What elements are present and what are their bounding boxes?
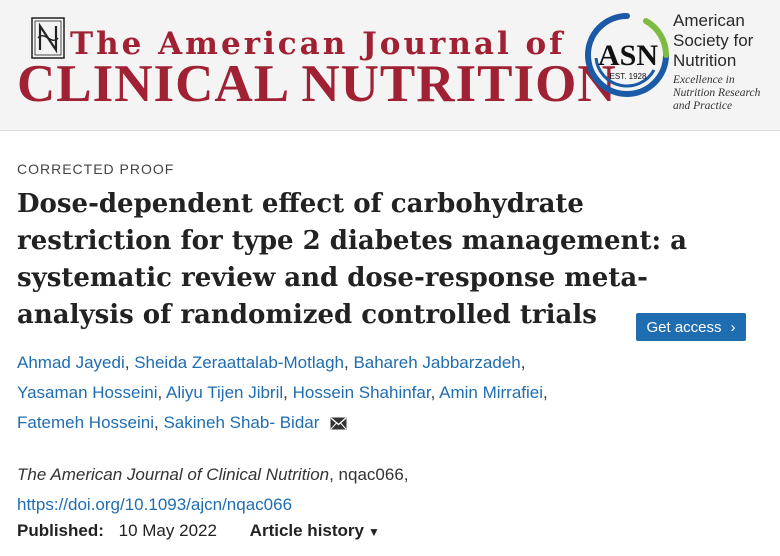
asn-org-name[interactable]: American Society for Nutrition xyxy=(673,11,778,71)
asn-org-line: Society for xyxy=(673,31,754,50)
publication-info: Published: 10 May 2022 Article history ▼ xyxy=(17,521,380,541)
mail-icon[interactable] xyxy=(330,417,347,430)
article-history-toggle[interactable]: Article history ▼ xyxy=(250,521,380,540)
author-link[interactable]: Aliyu Tijen Jibril xyxy=(166,383,284,402)
author-list: Ahmad Jayedi, Sheida Zeraattalab-Motlagh… xyxy=(17,353,548,432)
asn-tagline: Excellence in Nutrition Research and Pra… xyxy=(673,74,778,113)
get-access-button[interactable]: Get access › xyxy=(636,313,746,341)
article-history-label: Article history xyxy=(249,521,364,540)
citation-journal: The American Journal of Clinical Nutriti… xyxy=(17,465,330,484)
article-title: Dose-dependent effect of carbohydrate re… xyxy=(17,189,687,330)
published-date: 10 May 2022 xyxy=(118,521,217,540)
asn-logo-text: ASN xyxy=(598,39,658,72)
caret-down-icon: ▼ xyxy=(367,525,380,539)
asn-org-line: American xyxy=(673,11,745,30)
journal-title-line1[interactable]: The American Journal of xyxy=(70,26,566,62)
asn-tagline-line: and Practice xyxy=(673,100,733,112)
author-link[interactable]: Hossein Shahinfar xyxy=(292,383,431,402)
chevron-right-icon: › xyxy=(730,318,736,336)
author-link[interactable]: Bahareh Jabbarzadeh xyxy=(353,353,521,372)
article-type-label: CORRECTED PROOF xyxy=(17,161,175,177)
author-link[interactable]: Fatemeh Hosseini xyxy=(17,413,155,432)
get-access-label: Get access xyxy=(646,318,722,336)
journal-emblem-icon xyxy=(31,17,65,59)
journal-header: The American Journal of CLINICAL NUTRITI… xyxy=(0,0,780,131)
asn-org-line: Nutrition xyxy=(673,51,737,70)
author-link[interactable]: Ahmad Jayedi xyxy=(17,353,125,372)
author-link[interactable]: Sheida Zeraattalab-Motlagh xyxy=(134,353,344,372)
journal-title-line2[interactable]: CLINICAL NUTRITION xyxy=(17,55,617,113)
asn-est-text: EST. 1928 xyxy=(610,72,647,81)
asn-tagline-line: Nutrition Research xyxy=(673,87,761,99)
author-link[interactable]: Amin Mirrafiei xyxy=(439,383,544,402)
author-link[interactable]: Sakineh Shab- Bidar xyxy=(163,413,320,432)
asn-tagline-line: Excellence in xyxy=(673,74,735,86)
citation: The American Journal of Clinical Nutriti… xyxy=(17,460,737,520)
published-label: Published: xyxy=(17,521,104,540)
author-link[interactable]: Yasaman Hosseini xyxy=(17,383,158,402)
asn-logo[interactable]: ASN EST. 1928 xyxy=(584,12,670,98)
doi-link[interactable]: https://doi.org/10.1093/ajcn/nqac066 xyxy=(17,495,293,514)
citation-id: , nqac066, xyxy=(329,465,409,484)
